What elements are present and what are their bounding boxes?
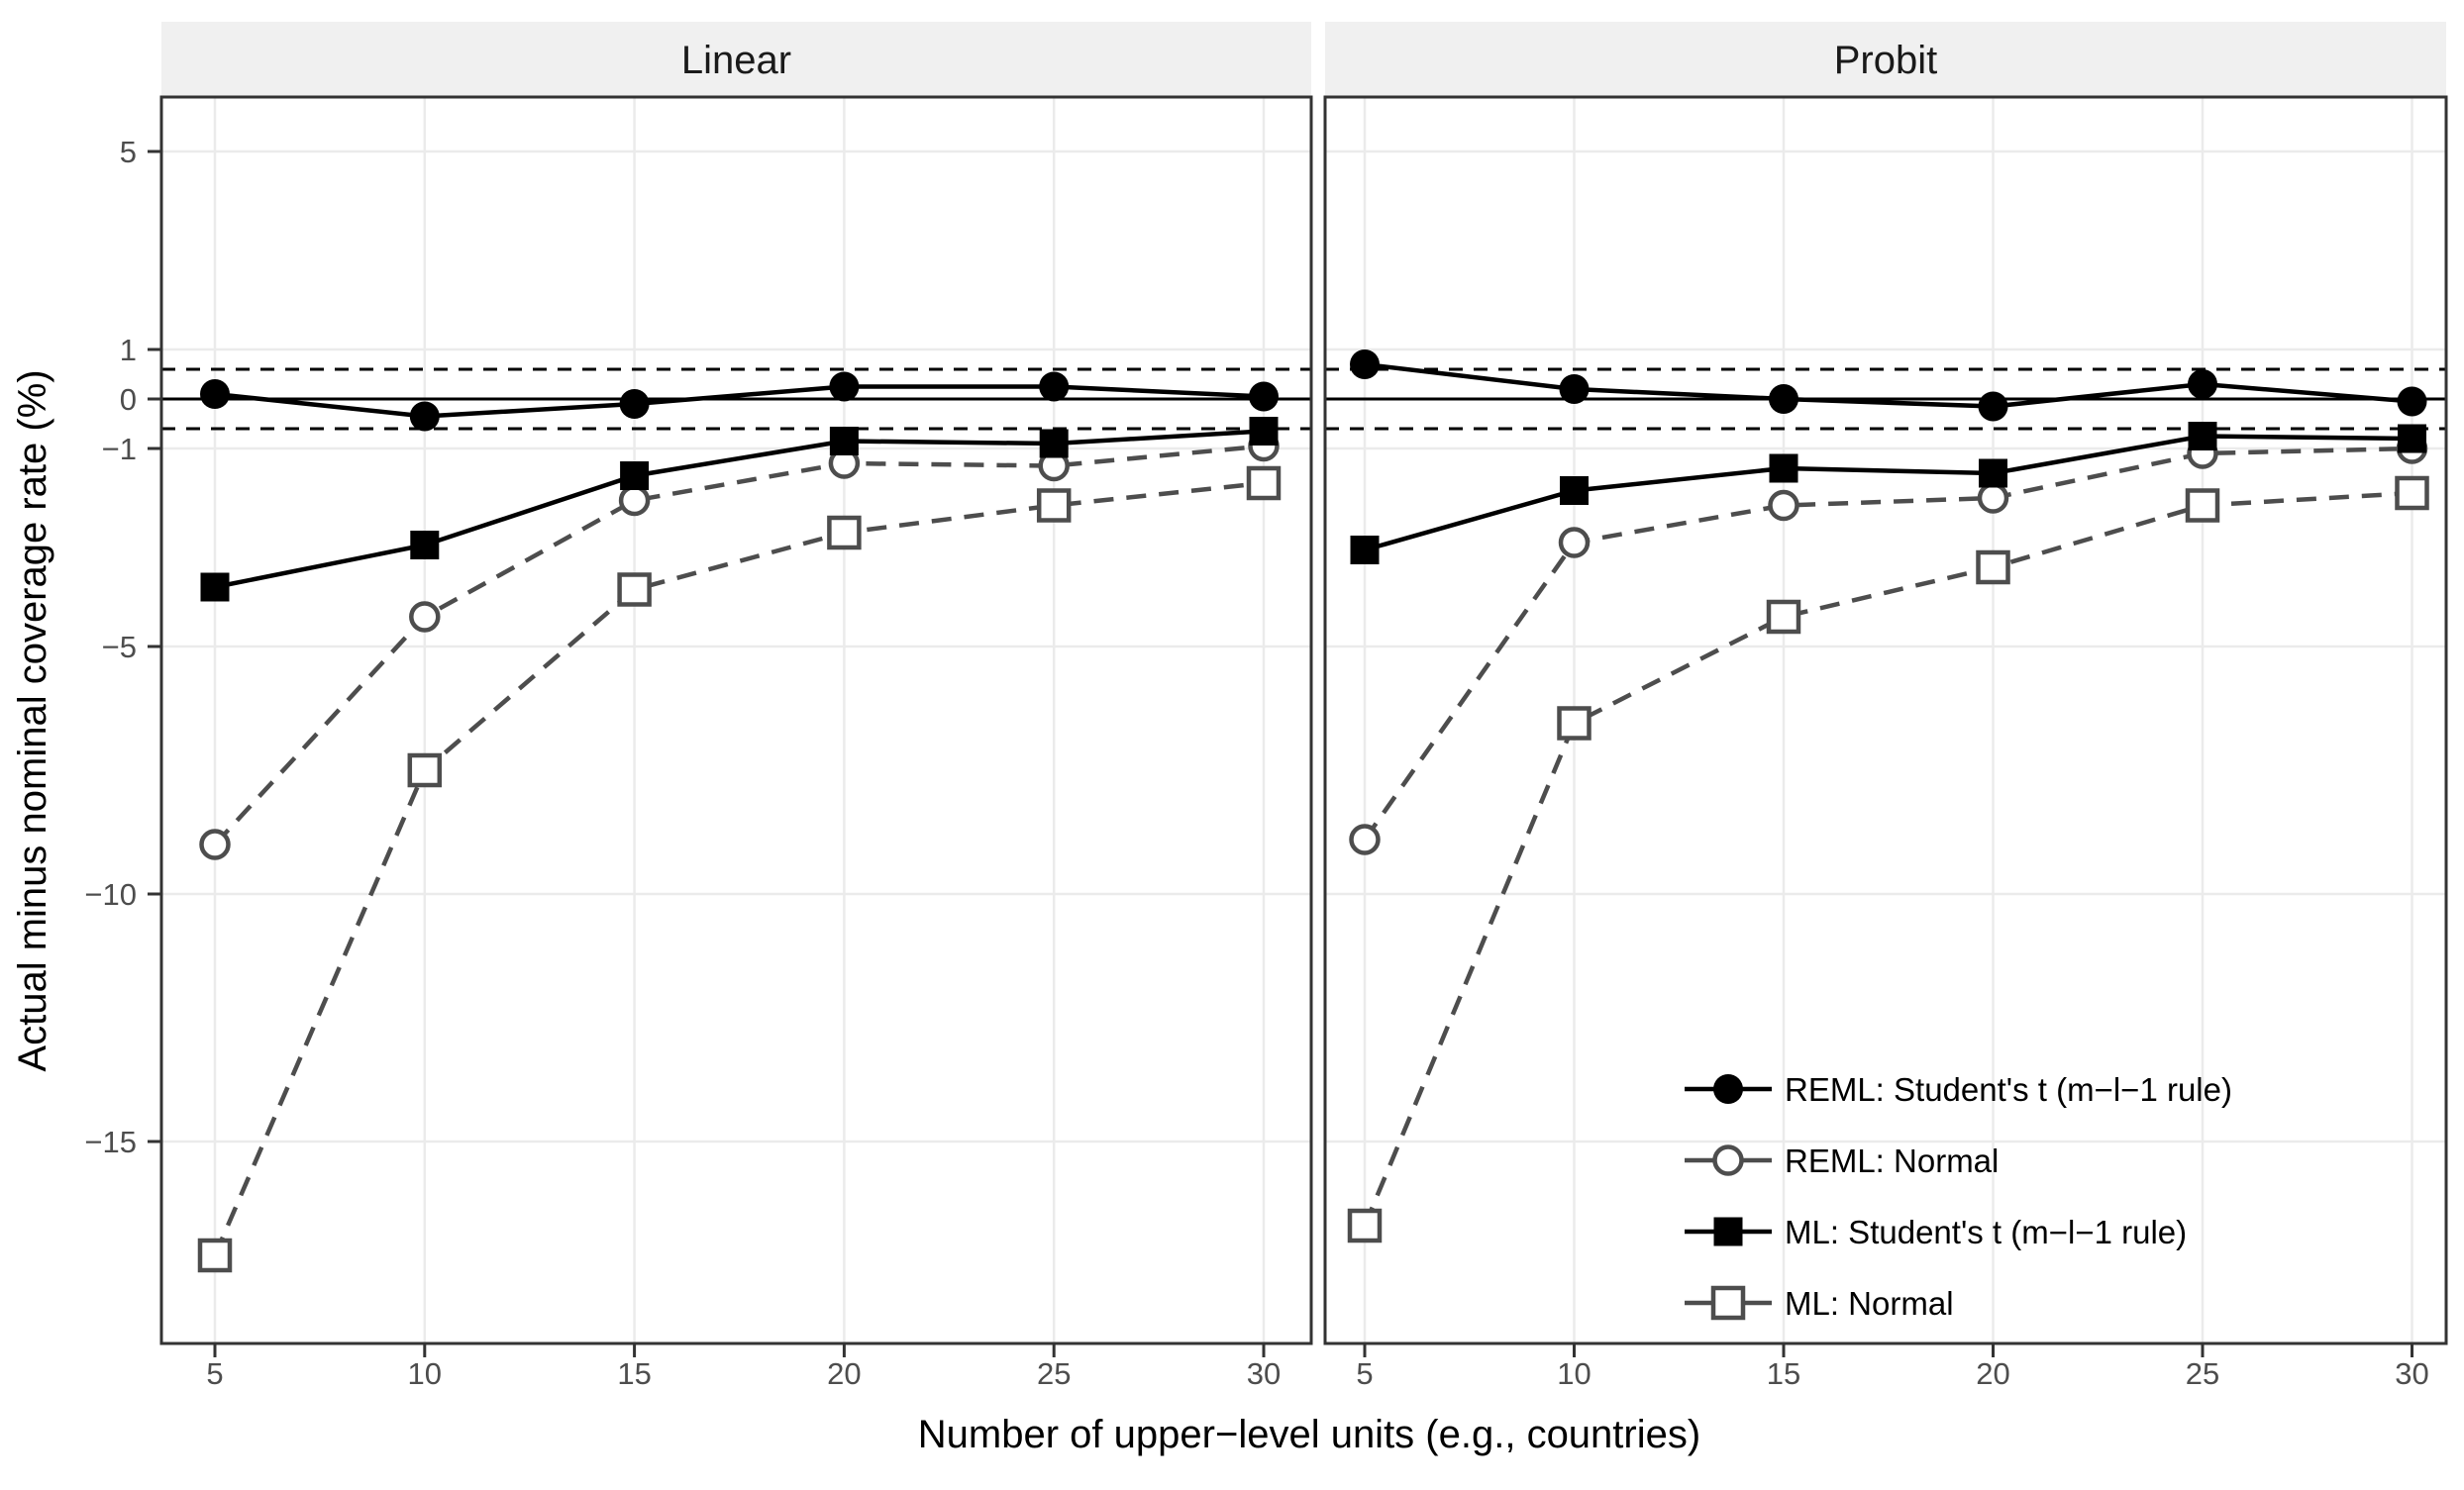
panel-probit: Probit 5 10 15 20 25 30 <box>1323 22 2448 1391</box>
legend-key-marker <box>1710 1285 1746 1321</box>
x-tick-label: 5 <box>1356 1356 1373 1391</box>
y-tick-label: −10 <box>84 877 137 912</box>
series-line <box>213 444 1265 846</box>
data-point <box>1978 391 2008 422</box>
facet-strip <box>1325 22 2446 97</box>
data-point <box>1246 465 1282 501</box>
y-tick-label: −15 <box>84 1125 137 1159</box>
data-point <box>409 601 441 633</box>
data-point <box>2397 386 2427 417</box>
x-tick-label: 20 <box>1976 1356 2009 1391</box>
x-tick-label: 30 <box>1247 1356 1281 1391</box>
y-tick-label: 5 <box>120 135 137 169</box>
x-tick-label: 20 <box>827 1356 861 1391</box>
legend-item: ML: Student's t (m−l−1 rule) <box>1685 1214 2187 1250</box>
series-line <box>214 384 1265 419</box>
x-tick-label: 15 <box>1767 1356 1800 1391</box>
data-point <box>1769 384 1798 414</box>
data-point <box>199 829 231 860</box>
data-point <box>1036 488 1072 523</box>
data-point <box>829 371 860 402</box>
legend-item: REML: Normal <box>1685 1142 1999 1179</box>
x-tick-label: 25 <box>2186 1356 2219 1391</box>
data-point <box>1559 374 1590 404</box>
data-point <box>197 1238 233 1273</box>
panel-border <box>1323 95 2448 1345</box>
y-tick-label: −5 <box>102 630 137 664</box>
data-point <box>200 379 230 409</box>
data-point <box>829 427 859 455</box>
x-tick-label: 25 <box>1037 1356 1071 1391</box>
data-point <box>1039 371 1070 402</box>
facet-strip-label: Linear <box>681 39 791 82</box>
legend-item: ML: Normal <box>1685 1285 1954 1322</box>
series-line <box>1362 490 2413 1227</box>
data-point <box>1350 349 1380 379</box>
data-point <box>2185 488 2220 523</box>
data-point <box>1979 458 2007 488</box>
legend-item: REML: Student's t (m−l−1 rule) <box>1685 1071 2232 1108</box>
legend-item-label: ML: Student's t (m−l−1 rule) <box>1785 1214 2187 1250</box>
data-point <box>410 531 440 559</box>
data-point <box>617 572 652 607</box>
y-tick-label: 0 <box>120 382 137 417</box>
data-point <box>1769 453 1798 483</box>
data-point <box>1039 429 1069 458</box>
panel-border <box>159 95 1313 1345</box>
data-point <box>1350 536 1380 564</box>
facet-strip-label: Probit <box>1834 39 1938 82</box>
legend: REML: Student's t (m−l−1 rule) REML: Norm… <box>1685 1071 2232 1322</box>
series-line <box>1364 361 2413 409</box>
data-point <box>2188 422 2217 450</box>
data-point <box>1249 381 1279 412</box>
x-tick-label: 30 <box>2395 1356 2428 1391</box>
facet-strip <box>161 22 1311 97</box>
data-point <box>618 484 651 517</box>
data-point <box>2395 475 2429 511</box>
data-point <box>407 752 443 788</box>
data-point <box>1558 527 1591 558</box>
legend-key-marker <box>1713 1217 1743 1246</box>
panel-background <box>1325 97 2446 1343</box>
data-point <box>620 461 650 490</box>
legend-key-marker <box>1712 1144 1744 1176</box>
data-point <box>1768 489 1799 522</box>
series-line <box>212 480 1265 1256</box>
y-tick-label: 1 <box>120 333 137 367</box>
data-point <box>1347 1208 1383 1243</box>
legend-item-label: REML: Student's t (m−l−1 rule) <box>1785 1071 2232 1108</box>
legend-key-marker <box>1713 1074 1743 1104</box>
y-axis-title: Actual minus nominal coverage rate (%) <box>11 369 54 1071</box>
data-point <box>1560 476 1589 505</box>
x-tick-label: 10 <box>1557 1356 1591 1391</box>
series-line <box>214 429 1265 590</box>
x-tick-label: 10 <box>408 1356 442 1391</box>
x-tick-label: 5 <box>206 1356 223 1391</box>
series-line <box>1363 446 2413 842</box>
data-point <box>1976 549 2010 585</box>
data-point <box>1349 824 1381 855</box>
panel-background <box>161 97 1311 1343</box>
series-line <box>1364 434 2413 552</box>
data-point <box>619 389 650 419</box>
data-point <box>200 572 230 602</box>
data-point <box>827 515 862 550</box>
data-point <box>2398 424 2426 453</box>
x-tick-label: 15 <box>617 1356 651 1391</box>
legend-item-label: REML: Normal <box>1785 1142 1999 1179</box>
y-tick-label: −1 <box>102 432 137 466</box>
data-point <box>1557 706 1591 741</box>
data-point <box>2188 369 2217 399</box>
x-axis-title: Number of upper−level units (e.g., count… <box>918 1413 1700 1456</box>
data-point <box>1977 482 2009 514</box>
data-point <box>1249 417 1279 446</box>
data-point <box>1766 599 1801 635</box>
data-point <box>409 401 440 432</box>
legend-item-label: ML: Normal <box>1785 1285 1954 1322</box>
